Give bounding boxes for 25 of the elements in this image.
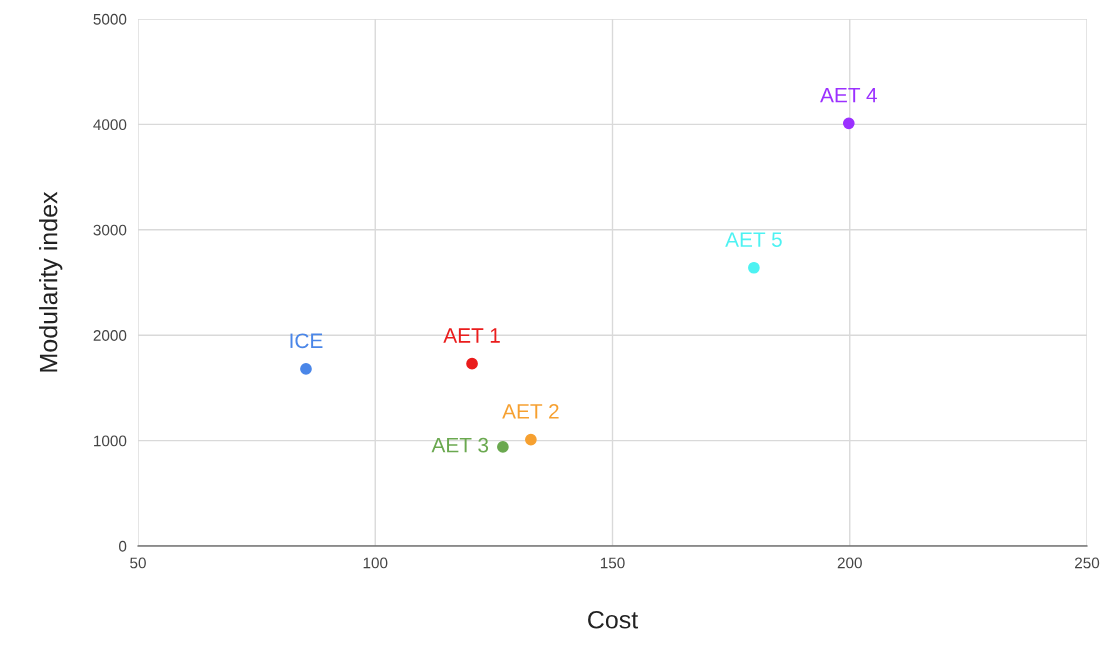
x-tick-label: 50	[130, 557, 146, 569]
y-tick-label: 1000	[94, 435, 127, 447]
y-tick-label: 2000	[93, 330, 127, 341]
y-tick-label: 0	[118, 540, 127, 552]
series-label: AET 2	[502, 404, 559, 419]
point	[497, 441, 509, 453]
x-axis-title: Cost	[588, 610, 639, 629]
x-tick-label: 200	[837, 557, 862, 569]
x-tick-label: 100	[363, 557, 388, 569]
y-axis-title: Modularity index	[39, 191, 63, 372]
series-label: AET 4	[820, 88, 877, 103]
point	[466, 357, 478, 370]
point	[842, 117, 855, 130]
x-tick-label: 250	[1075, 557, 1100, 569]
series-label: ICE	[290, 333, 323, 349]
point	[525, 433, 537, 446]
series-label: AET 3	[431, 437, 489, 453]
y-tick-label: 3000	[93, 224, 127, 236]
x-tick-label: 150	[600, 557, 625, 569]
y-tick-label: 4000	[93, 119, 127, 131]
series-label: AET 1	[443, 328, 500, 343]
point	[300, 363, 312, 375]
y-tick-label: 5000	[93, 13, 127, 25]
series-label: AET 5	[725, 232, 782, 247]
point	[748, 261, 760, 274]
